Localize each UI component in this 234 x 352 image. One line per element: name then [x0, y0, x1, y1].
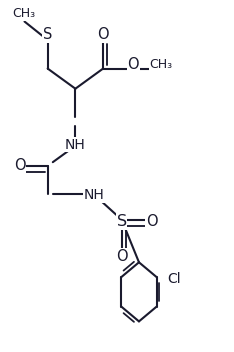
Text: O: O	[97, 27, 109, 42]
Text: CH₃: CH₃	[12, 7, 35, 20]
Text: S: S	[43, 27, 52, 42]
Text: O: O	[146, 214, 157, 229]
Text: O: O	[116, 249, 128, 264]
Text: NH: NH	[84, 188, 104, 202]
Text: Cl: Cl	[167, 272, 181, 287]
Text: CH₃: CH₃	[149, 58, 172, 71]
Text: O: O	[127, 57, 139, 72]
Text: S: S	[117, 214, 127, 229]
Text: O: O	[14, 158, 26, 173]
Text: NH: NH	[65, 138, 86, 152]
